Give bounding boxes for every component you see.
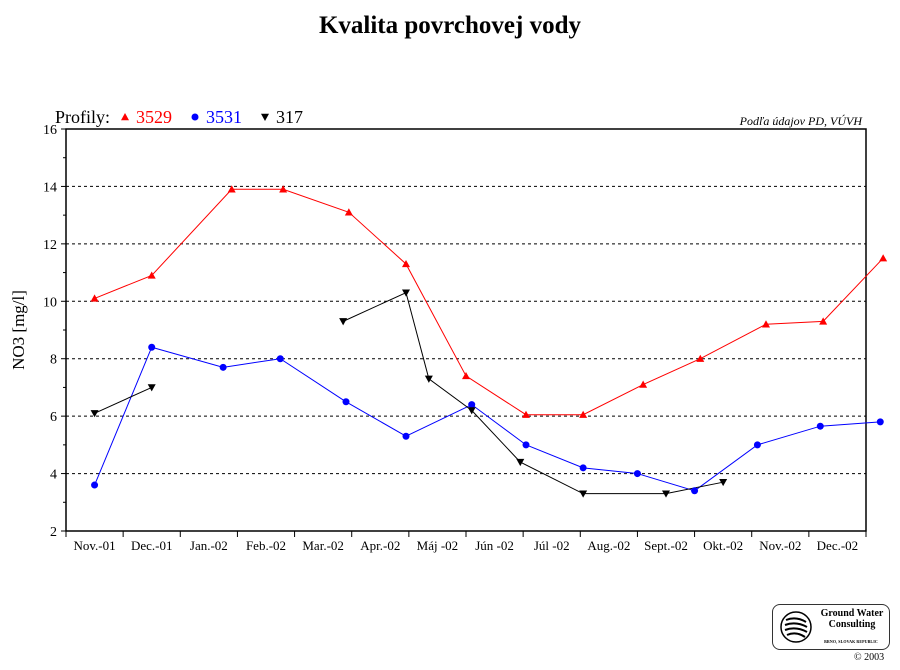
legend-marker-3531	[191, 113, 199, 121]
data-point-317	[424, 375, 433, 383]
y-tick-label: 10	[43, 295, 57, 310]
source-note: Podľa údajov PD, VÚVH	[739, 114, 864, 128]
data-point-3529	[147, 271, 156, 279]
series-line-3529	[94, 188, 884, 416]
data-point-317	[516, 458, 525, 467]
x-tick-label: Mar.-02	[302, 538, 344, 553]
y-tick-label: 2	[50, 525, 57, 540]
logo-subtitle: BRNO, SLOVAK REPUBLIC	[824, 639, 878, 644]
x-tick-label: Nov.-01	[74, 538, 116, 553]
data-point-3529	[522, 410, 530, 418]
y-tick-label: 16	[43, 123, 57, 138]
copyright: © 2003	[854, 652, 885, 663]
data-point-317	[402, 289, 410, 297]
y-tick-label: 6	[50, 410, 57, 425]
data-point-317	[90, 410, 99, 418]
legend-marker-317	[261, 113, 269, 121]
y-tick-label: 12	[43, 238, 57, 253]
data-point-3529	[227, 185, 236, 193]
data-point-317	[147, 384, 156, 392]
series-line-317	[342, 291, 724, 495]
data-point-3531	[276, 355, 284, 363]
wave-logo-icon	[780, 611, 812, 643]
series-line-317	[94, 386, 152, 414]
data-point-3531	[522, 441, 530, 449]
x-tick-label: Dec.-01	[131, 538, 173, 553]
data-point-3529	[402, 259, 410, 268]
x-tick-label: Dec.-02	[817, 538, 859, 553]
legend-label-3529: 3529	[136, 107, 172, 127]
data-point-3531	[148, 343, 156, 351]
y-tick-label: 8	[50, 353, 57, 368]
data-point-3531	[91, 481, 99, 489]
data-point-3531	[753, 441, 761, 449]
data-point-3529	[344, 208, 353, 216]
data-point-3531	[816, 422, 824, 430]
x-tick-label: Feb.-02	[246, 538, 286, 553]
data-point-3531	[691, 487, 699, 495]
plot-area	[65, 128, 867, 532]
series-line-3531	[94, 346, 881, 492]
data-point-3531	[468, 401, 476, 409]
data-point-3531	[579, 464, 587, 472]
x-tick-label: Okt.-02	[703, 538, 743, 553]
data-point-3529	[639, 380, 648, 388]
data-point-3531	[342, 398, 350, 406]
data-point-3529	[696, 354, 705, 362]
data-point-317	[467, 407, 476, 415]
x-tick-label: Aug.-02	[587, 538, 630, 553]
data-point-317	[339, 318, 348, 326]
data-point-3531	[219, 363, 227, 371]
chart-title: Kvalita povrchovej vody	[318, 12, 582, 39]
data-point-3531	[402, 432, 410, 440]
data-point-3529	[462, 371, 470, 380]
x-tick-label: Jan.-02	[190, 538, 228, 553]
x-tick-label: Máj -02	[417, 538, 459, 553]
logo-name-line1: Ground Water	[820, 608, 884, 619]
data-point-3529	[279, 185, 288, 193]
legend: Profily: 3529 3531 317	[55, 107, 303, 127]
x-tick-label: Jún -02	[475, 538, 514, 553]
x-tick-label: Sept.-02	[644, 538, 688, 553]
data-point-3531	[876, 418, 884, 426]
legend-label-3531: 3531	[206, 107, 242, 127]
data-point-3529	[879, 254, 888, 262]
legend-title: Profily:	[55, 107, 110, 127]
data-point-3529	[762, 320, 770, 328]
data-point-317	[719, 478, 728, 487]
logo-name-line2: Consulting	[828, 619, 876, 630]
x-tick-label: Júl -02	[534, 538, 570, 553]
y-axis-label: NO3 [mg/l]	[9, 290, 28, 370]
data-point-317	[579, 490, 588, 498]
legend-marker-3529	[121, 113, 129, 121]
logo-name: Ground Water Consulting	[817, 608, 887, 630]
data-point-3531	[633, 470, 641, 478]
y-tick-label: 14	[43, 180, 57, 195]
x-tick-label: Nov.-02	[759, 538, 801, 553]
y-tick-label: 4	[50, 468, 57, 483]
data-point-3529	[579, 410, 588, 418]
x-tick-label: Apr.-02	[360, 538, 400, 553]
data-point-3529	[819, 317, 828, 325]
data-point-317	[662, 490, 670, 498]
data-point-3529	[90, 294, 99, 302]
legend-label-317: 317	[276, 107, 303, 127]
ground-water-consulting-logo: Ground Water Consulting BRNO, SLOVAK REP…	[772, 604, 890, 650]
